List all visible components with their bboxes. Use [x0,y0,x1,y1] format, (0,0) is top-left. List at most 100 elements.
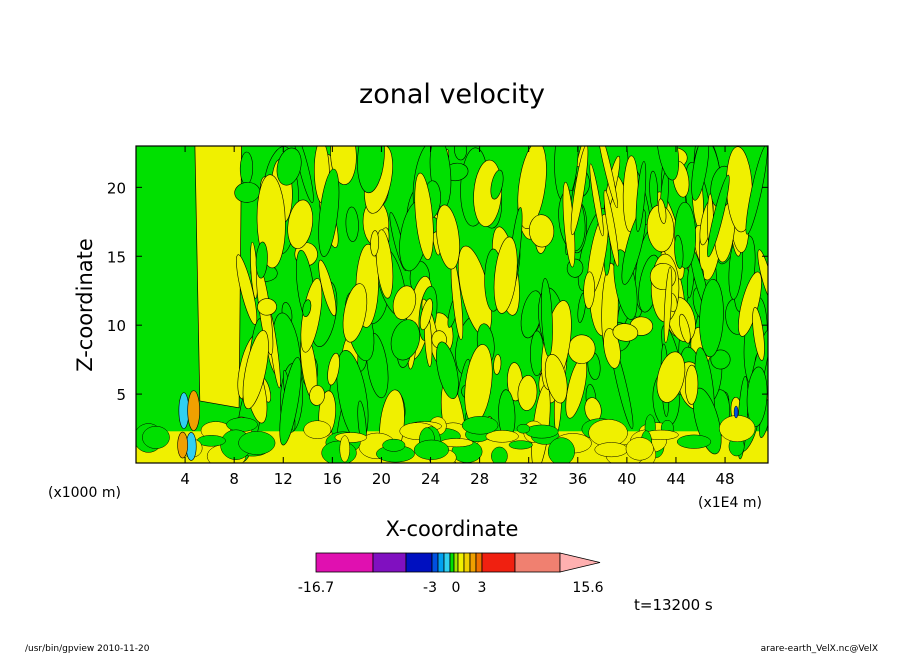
contour-region [625,437,654,461]
contour-region [516,423,531,434]
contour-region [303,420,332,439]
contour-region [570,146,589,236]
contour-region [436,341,459,400]
colorbar-label-min: -16.7 [298,580,334,596]
contour-region [719,415,756,442]
contour-region [707,174,730,258]
contour-region [142,425,170,449]
x-tick-label-8: 36 [568,470,587,488]
contour-region [674,234,684,269]
contour-region [528,214,555,248]
contour-region [508,440,533,450]
colorbar-segment-10 [469,552,477,573]
colorbar-segment-13 [514,552,561,573]
contour-region [392,285,417,320]
contour-region [710,349,731,370]
contour-region-negative [733,405,739,419]
contour-region [635,161,647,232]
contour-region [236,254,258,325]
contour-region [679,313,691,344]
colorbar-segment-4 [437,552,445,573]
x-tick-label-11: 48 [716,470,735,488]
colorbar-segment-2 [405,552,433,573]
contour-region [194,146,242,409]
colorbar-segment-12 [481,552,516,573]
x-tick-label-1: 8 [229,470,239,488]
contour-region [684,364,699,405]
contour-region [517,375,538,411]
contour-region [238,431,276,455]
colorbar-segment-5 [443,552,451,573]
x-tick-label-7: 32 [519,470,538,488]
colorbar-segment-11 [475,552,483,573]
y-axis-ticks: 5 10 15 20 [107,179,768,404]
contour-region [491,446,508,463]
contour-region-positive [177,431,188,459]
contour-region [242,330,269,410]
contour-region [345,206,359,242]
contour-fills [136,146,768,463]
plot-area [136,146,768,463]
contour-region [375,229,394,299]
contour-region [279,357,302,446]
colorbar-label-pos3: 3 [478,580,487,596]
contour-region [370,230,380,257]
contour-region [339,435,350,463]
contour-region-negative [178,392,190,429]
contour-region [583,271,595,309]
contour-region [692,387,722,455]
contour-region [658,198,667,224]
contour-region [490,169,504,200]
contour-region [342,283,368,343]
colorbar [315,552,601,573]
footer-right: arare-earth_VelX.nc@VelX [761,644,878,654]
contour-region [334,432,367,443]
contour-region [656,351,686,403]
contour-region [544,354,568,404]
chart-title: zonal velocity [359,79,545,110]
contour-region [287,199,314,249]
x-tick-label-10: 44 [666,470,685,488]
contour-region [321,440,357,463]
contour-region [594,442,629,458]
x-axis-unit-right: (x1E4 m) [698,495,762,511]
contour-region [309,385,325,406]
contour-region [318,168,340,257]
contour-region [752,307,765,361]
time-label: t=13200 s [634,596,713,614]
contour-region [757,249,768,302]
x-axis-ticks: 4 8 12 16 20 24 28 32 36 40 44 48 [180,146,735,488]
contour-region [699,278,724,358]
colorbar-segment-6 [449,552,455,573]
contour-region [676,434,712,449]
x-tick-label-9: 40 [617,470,636,488]
colorbar-arrow [559,552,601,573]
contour-region [226,417,258,432]
contour-region [597,146,618,209]
contour-region [493,236,518,314]
contour-region [663,266,673,344]
colorbar-segment-7 [453,552,459,573]
x-axis-label: X-coordinate [386,517,519,541]
colorbar-segment-1 [372,552,407,573]
contour-region [390,319,421,361]
contour-region [454,146,467,161]
contour-region [276,147,302,186]
y-tick-label-1: 10 [107,317,126,335]
x-tick-label-5: 24 [421,470,440,488]
contour-region [656,146,680,181]
contour-region [414,172,434,260]
contour-region [745,146,768,235]
x-tick-label-4: 20 [372,470,391,488]
colorbar-segment-0 [315,552,374,573]
footer-left: /usr/bin/gpview 2010-11-20 [25,644,150,654]
x-tick-label-3: 16 [323,470,342,488]
colorbar-label-zero: 0 [452,580,461,596]
contour-region [302,299,312,318]
colorbar-segment-9 [463,552,471,573]
contour-region [413,439,450,460]
contour-region [419,298,433,331]
contour-region [357,146,385,194]
contour-region [493,354,502,375]
